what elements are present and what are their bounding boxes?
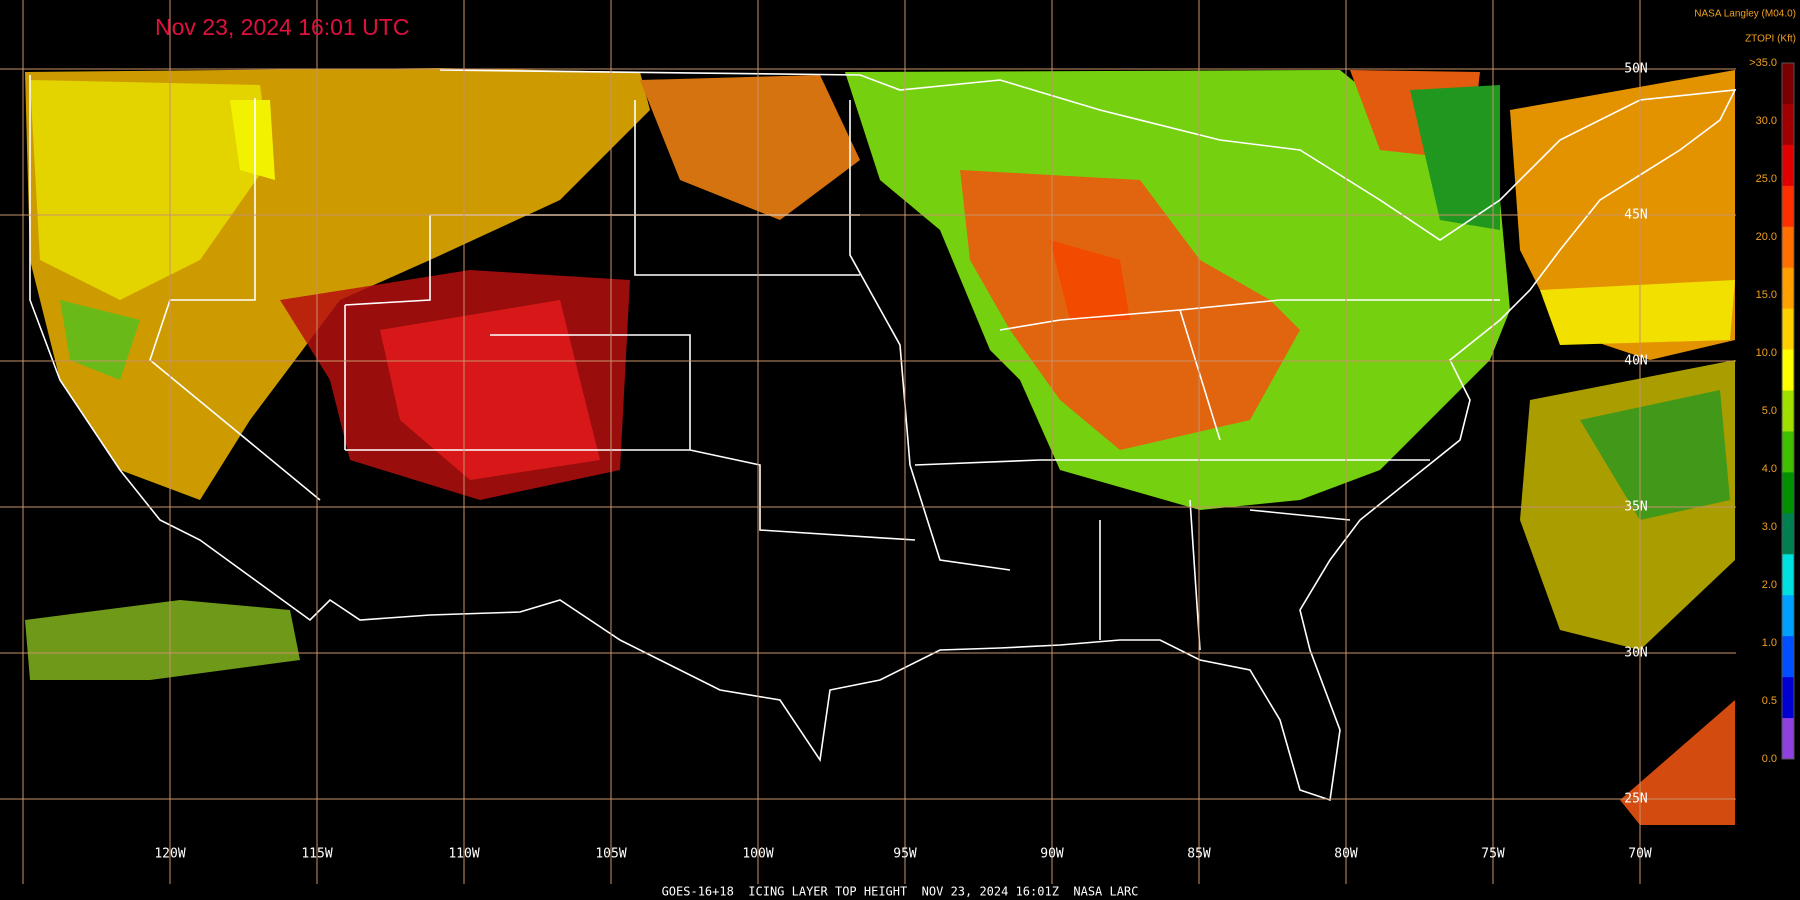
- longitude-label: 110W: [448, 847, 479, 862]
- product-label: ZTOPI (Kft): [1745, 34, 1796, 45]
- colorbar-swatch: [1782, 513, 1794, 555]
- timestamp-title: Nov 23, 2024 16:01 UTC: [155, 14, 409, 40]
- colorbar-swatch: [1782, 63, 1794, 105]
- colorbar-swatch: [1782, 718, 1794, 760]
- colorbar-label: 0.5: [1762, 695, 1777, 707]
- colorbar-swatch: [1782, 349, 1794, 392]
- colorbar-swatch: [1782, 144, 1794, 187]
- longitude-label: 80W: [1334, 847, 1358, 862]
- colorbar-swatch: [1782, 226, 1794, 269]
- longitude-label: 90W: [1040, 847, 1064, 862]
- colorbar-label: 0.0: [1762, 753, 1777, 765]
- colorbar-swatch: [1782, 308, 1794, 351]
- latitude-label: 35N: [1624, 500, 1647, 515]
- longitude-label: 115W: [301, 847, 332, 862]
- colorbar-swatch: [1782, 103, 1794, 146]
- colorbar-swatch: [1782, 636, 1794, 678]
- colorbar-label: 30.0: [1756, 115, 1777, 127]
- colorbar: >35.0 30.0 25.0 20.0 15.0 10.0 5.0 4.0 3.0 2.0 1.0…: [1749, 57, 1795, 765]
- colorbar-swatch: [1782, 554, 1794, 596]
- colorbar-swatch: [1782, 677, 1794, 719]
- icing-field: [25, 68, 1735, 825]
- longitude-label: 75W: [1481, 847, 1505, 862]
- colorbar-label: 1.0: [1762, 637, 1777, 649]
- colorbar-label: 20.0: [1756, 231, 1777, 243]
- longitude-label: 95W: [893, 847, 917, 862]
- colorbar-swatch: [1782, 595, 1794, 637]
- longitude-label: 70W: [1628, 847, 1652, 862]
- latitude-label: 30N: [1624, 646, 1647, 661]
- latitude-label: 40N: [1624, 354, 1647, 369]
- colorbar-swatch: [1782, 472, 1794, 514]
- longitude-label: 85W: [1187, 847, 1211, 862]
- longitude-label: 100W: [742, 847, 773, 862]
- colorbar-label: 25.0: [1756, 173, 1777, 185]
- colorbar-label: 5.0: [1762, 405, 1777, 417]
- labels: 120W 115W 110W 105W 100W 95W 90W 85W 80W 75W 70W 50…: [154, 62, 1652, 862]
- latitude-label: 50N: [1624, 62, 1647, 77]
- colorbar-label: >35.0: [1749, 57, 1777, 69]
- longitude-label: 105W: [595, 847, 626, 862]
- longitude-label: 120W: [154, 847, 185, 862]
- source-label: NASA Langley (M04.0): [1694, 9, 1796, 20]
- colorbar-frame: [1781, 62, 1795, 760]
- colorbar-swatch: [1782, 185, 1794, 228]
- colorbar-swatch: [1782, 431, 1794, 473]
- graticule: [0, 0, 1736, 884]
- latitude-label: 45N: [1624, 208, 1647, 223]
- colorbar-label: 4.0: [1762, 463, 1777, 475]
- footer-caption: GOES-16+18 ICING LAYER TOP HEIGHT NOV 23…: [662, 885, 1139, 899]
- colorbar-label: 2.0: [1762, 579, 1777, 591]
- colorbar-swatch: [1782, 390, 1794, 432]
- latitude-label: 25N: [1624, 792, 1647, 807]
- colorbar-swatch: [1782, 267, 1794, 310]
- colorbar-label: 15.0: [1756, 289, 1777, 301]
- colorbar-label: 10.0: [1756, 347, 1777, 359]
- colorbar-label: 3.0: [1762, 521, 1777, 533]
